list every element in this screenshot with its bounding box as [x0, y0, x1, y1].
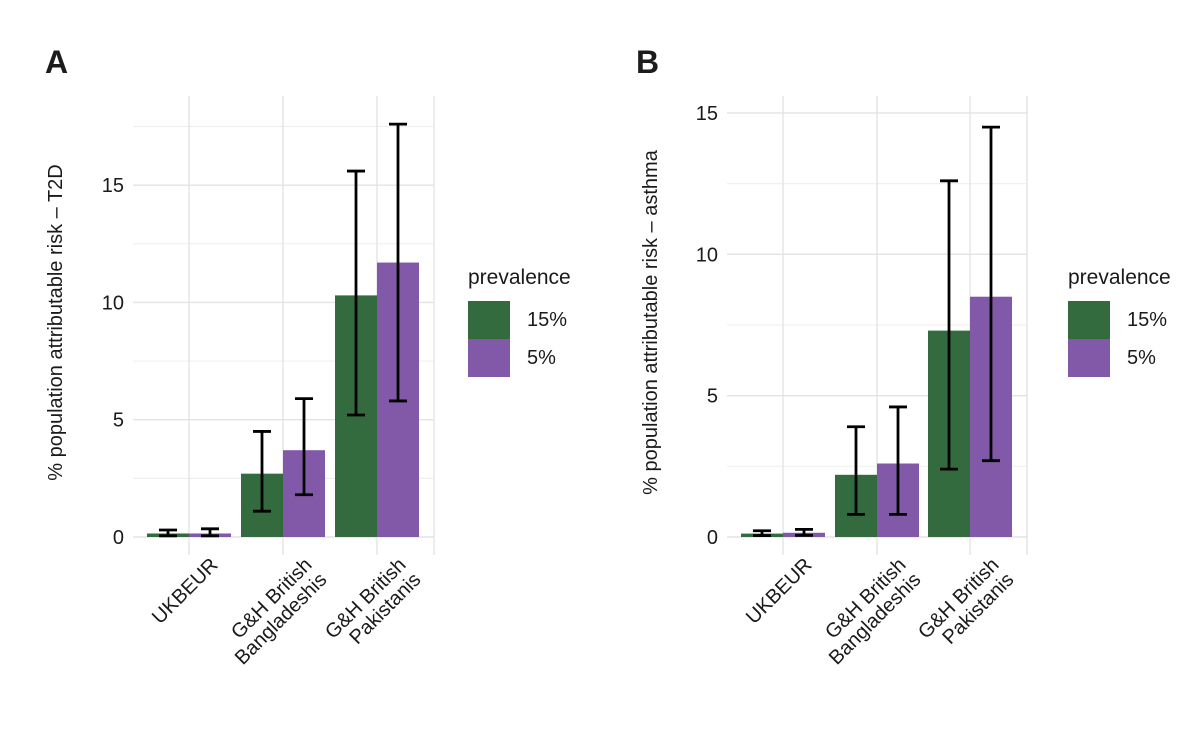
error-bar-15%-cat2 [940, 179, 958, 471]
panel-a: A 0 5 10 15 % population attributable risk –… [45, 44, 571, 669]
x-axis-label-cat2: G&H BritishPakistanis [914, 554, 1018, 658]
error-bars [159, 122, 407, 538]
x-axis-label-cat0: UKBEUR [148, 554, 223, 629]
y-axis-labels: 0 5 10 15 [102, 175, 124, 549]
panel-a-chart: 0 5 10 15 % population attributable risk – T… [45, 96, 435, 669]
error-bar-5%-cat1 [889, 405, 907, 516]
legend-label-15pct: 15% [527, 308, 568, 331]
panel-b-chart: 0 5 10 15 % population attributable risk – a… [640, 96, 1028, 669]
svg-text:5: 5 [113, 410, 124, 432]
legend-label-5pct: 5% [527, 346, 556, 369]
svg-text:15: 15 [102, 175, 124, 197]
panel-a-letter: A [45, 44, 69, 80]
legend-a: prevalence 15% 5% [468, 266, 571, 377]
y-axis-title: % population attributable risk – T2D [45, 164, 67, 480]
svg-text:10: 10 [102, 292, 124, 314]
svg-text:15: 15 [696, 103, 718, 125]
legend-label-5pct: 5% [1127, 346, 1156, 369]
legend-swatch-5pct [1068, 339, 1110, 377]
x-axis-label-cat2: G&H BritishPakistanis [321, 554, 425, 658]
legend-item-15pct: 15% [468, 301, 571, 339]
legend-title: prevalence [1068, 266, 1171, 289]
y-axis-title: % population attributable risk – asthma [640, 149, 662, 495]
error-bar-5%-cat1 [295, 397, 313, 497]
svg-text:0: 0 [113, 527, 124, 549]
error-bar-15%-cat1 [847, 425, 865, 516]
error-bar-15%-cat2 [347, 169, 365, 417]
legend-title: prevalence [468, 266, 571, 289]
x-axis-label-cat1: G&H BritishBangladeshis [810, 554, 925, 669]
svg-text:5: 5 [707, 386, 718, 408]
x-axis-label-cat1: G&H BritishBangladeshis [216, 554, 331, 669]
panel-b-letter: B [636, 44, 660, 80]
y-axis-labels: 0 5 10 15 [696, 103, 718, 549]
legend-b: prevalence 15% 5% [1068, 266, 1171, 377]
error-bar-15%-cat0 [159, 528, 177, 538]
error-bar-15%-cat1 [253, 430, 271, 513]
error-bar-5%-cat2 [982, 125, 1000, 463]
error-bar-5%-cat0 [201, 527, 219, 538]
panel-b: B 0 5 10 15 % population attributable risk –… [600, 0, 1200, 733]
legend-item-5pct: 5% [1068, 339, 1171, 377]
legend-item-15pct: 15% [1068, 301, 1171, 339]
legend-swatch-5pct [468, 339, 510, 377]
svg-text:10: 10 [696, 244, 718, 266]
error-bar-5%-cat2 [389, 122, 407, 403]
svg-text:0: 0 [707, 527, 718, 549]
legend-swatch-15pct [1068, 301, 1110, 339]
legend-label-15pct: 15% [1127, 308, 1168, 331]
legend-item-5pct: 5% [468, 339, 571, 377]
error-bars [753, 125, 1000, 537]
x-axis-label-cat0: UKBEUR [742, 554, 817, 629]
legend-swatch-15pct [468, 301, 510, 339]
error-bar-5%-cat0 [795, 527, 813, 537]
error-bar-15%-cat0 [753, 529, 771, 537]
